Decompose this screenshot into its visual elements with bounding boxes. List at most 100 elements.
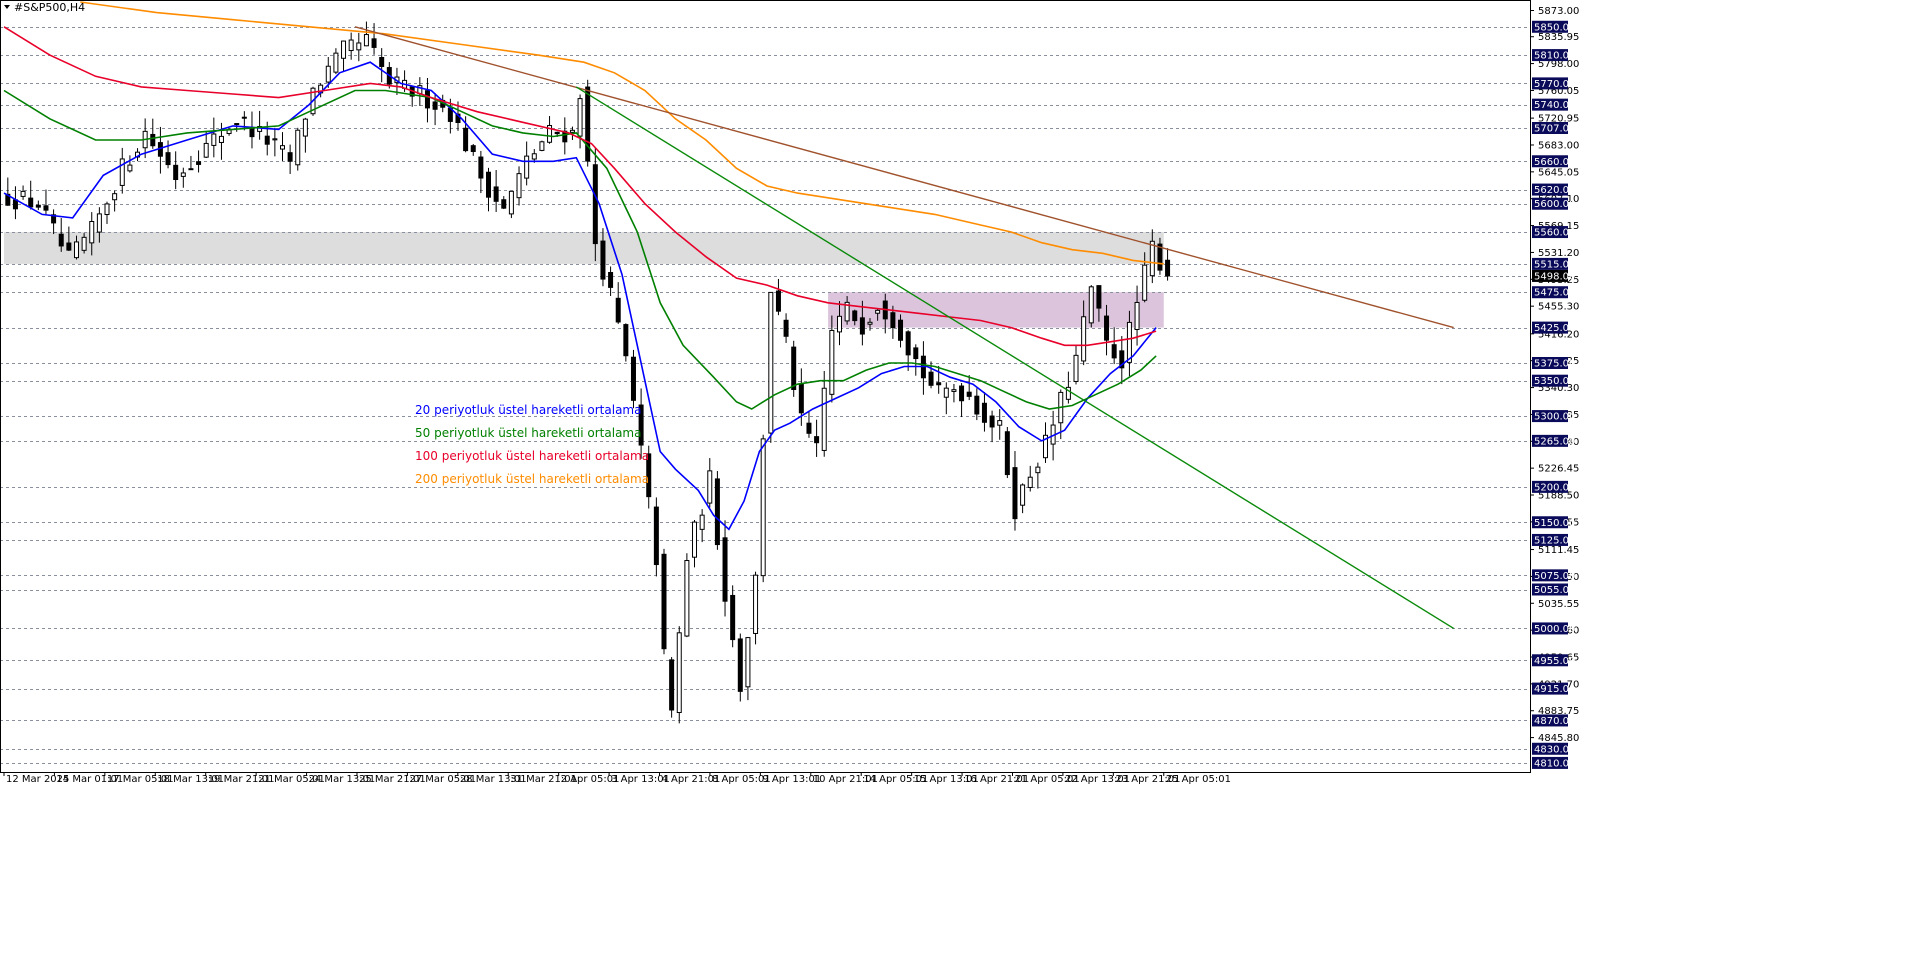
candle-body xyxy=(699,514,705,530)
candle-body xyxy=(150,133,156,147)
candle-body xyxy=(96,213,102,233)
x-tick-label: 3 Apr 13:01 xyxy=(611,774,670,785)
candle-body xyxy=(89,220,95,244)
chevron-down-icon[interactable] xyxy=(4,5,10,9)
candle-body xyxy=(829,329,835,395)
level-price-label: 5300.00 xyxy=(1534,412,1575,423)
candle-body xyxy=(1111,344,1117,359)
level-price-box xyxy=(1532,569,1568,582)
level-price-label: 4810.00 xyxy=(1534,758,1575,769)
level-price-label: 5740.00 xyxy=(1534,100,1575,111)
candle-body xyxy=(1073,354,1079,382)
candle-body xyxy=(608,272,614,288)
y-tick-label: 5683.00 xyxy=(1538,140,1579,151)
y-tick-label: 5188.50 xyxy=(1538,491,1579,502)
candle-body xyxy=(669,659,675,711)
level-price-box xyxy=(1532,49,1568,62)
y-tick-label: 5720.95 xyxy=(1538,114,1579,125)
candle-body xyxy=(1042,434,1048,459)
candle-body xyxy=(272,138,278,141)
candle-body xyxy=(676,632,682,714)
candle-body xyxy=(737,638,743,692)
level-price-box xyxy=(1532,197,1568,210)
candle-body xyxy=(5,193,11,206)
candle-body xyxy=(547,125,553,143)
y-tick-label: 5416.20 xyxy=(1538,329,1579,340)
candle-body xyxy=(363,34,369,47)
brown-trendline xyxy=(354,26,1454,329)
gray-resistance-zone xyxy=(4,232,1164,264)
candle-body xyxy=(1020,484,1026,506)
level-price-box xyxy=(1532,20,1568,33)
x-tick-label: 27 Mar 05:01 xyxy=(409,774,476,785)
y-tick-label: 5340.30 xyxy=(1538,383,1579,394)
x-tick-label: 9 Apr 13:01 xyxy=(762,774,821,785)
candle-body xyxy=(539,141,545,151)
y-tick-label: 4883.75 xyxy=(1538,706,1579,717)
x-tick-label: 14 Apr 05:01 xyxy=(863,774,928,785)
level-price-label: 5475.00 xyxy=(1534,288,1575,299)
y-tick-label: 5455.30 xyxy=(1538,302,1579,313)
candle-body xyxy=(348,39,354,52)
candle-body xyxy=(890,312,896,329)
candle-body xyxy=(768,291,774,434)
candle-body xyxy=(775,290,781,312)
level-price-label: 5770.00 xyxy=(1534,79,1575,90)
candle-body xyxy=(51,214,57,224)
candle-body xyxy=(623,324,629,357)
level-price-label: 5515.00 xyxy=(1534,259,1575,270)
trendlines-layer xyxy=(354,26,1455,630)
candles-layer xyxy=(5,21,1171,724)
level-price-label: 4955.00 xyxy=(1534,656,1575,667)
candle-body xyxy=(760,438,766,577)
candle-body xyxy=(600,240,606,280)
candle-body xyxy=(287,152,293,162)
candle-body xyxy=(692,521,698,558)
candle-body xyxy=(371,38,377,48)
candle-body xyxy=(493,186,499,202)
level-price-box xyxy=(1532,742,1568,755)
candle-body xyxy=(585,86,591,162)
candle-body xyxy=(20,190,26,197)
candle-body xyxy=(173,164,179,181)
candle-body xyxy=(867,321,873,325)
candle-body xyxy=(630,356,636,401)
ema-100-line xyxy=(3,26,1157,347)
level-price-box xyxy=(1532,583,1568,596)
candle-body xyxy=(714,478,720,546)
y-tick-label: 4845.80 xyxy=(1538,733,1579,744)
level-price-label: 5075.00 xyxy=(1534,571,1575,582)
y-tick-label: 5835.95 xyxy=(1538,32,1579,43)
current-price-label: 5498.00 xyxy=(1534,271,1575,282)
level-price-label: 5125.00 xyxy=(1534,535,1575,546)
x-tick-label: 23 Apr 21:01 xyxy=(1115,774,1180,785)
level-price-box xyxy=(1532,356,1568,369)
candle-body xyxy=(554,131,560,135)
candle-body xyxy=(1126,321,1132,363)
level-price-box xyxy=(1532,77,1568,90)
candle-body xyxy=(218,135,224,143)
candle-body xyxy=(798,383,804,414)
candle-body xyxy=(806,422,812,434)
candle-body xyxy=(1119,350,1125,369)
candle-body xyxy=(119,158,125,186)
level-price-label: 5150.00 xyxy=(1534,518,1575,529)
green-trendline xyxy=(575,86,1455,630)
candle-body xyxy=(981,402,987,423)
level-price-box xyxy=(1532,434,1568,447)
candle-body xyxy=(470,145,476,153)
candle-body xyxy=(1035,466,1041,474)
candle-body xyxy=(653,506,659,566)
candle-body xyxy=(486,171,492,198)
candle-body xyxy=(264,135,270,145)
candle-body xyxy=(730,594,736,641)
ema-20-line xyxy=(3,61,1157,531)
x-tick-label: 12 Mar 2025 xyxy=(6,774,69,785)
candle-body xyxy=(333,52,339,73)
candle-body xyxy=(455,113,461,123)
candle-body xyxy=(43,205,49,211)
candle-body xyxy=(73,241,79,259)
x-tick-label: 22 Apr 13:01 xyxy=(1065,774,1130,785)
level-price-box xyxy=(1532,257,1568,270)
